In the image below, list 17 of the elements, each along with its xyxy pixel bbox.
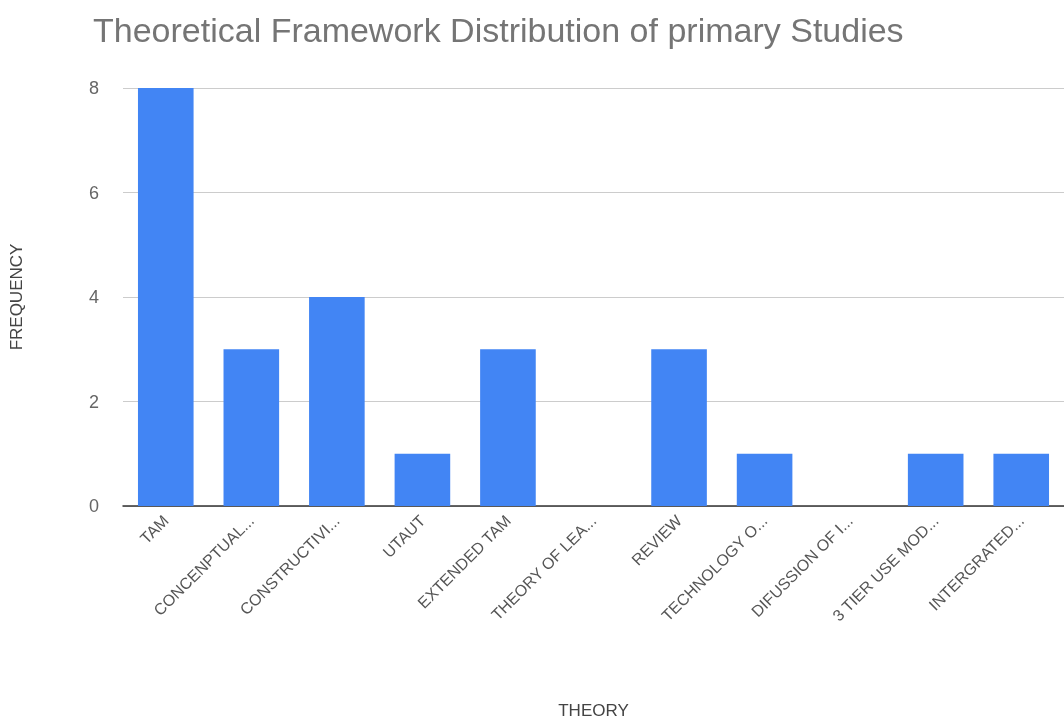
bar — [480, 349, 536, 506]
bar — [137, 88, 194, 506]
y-tick-label: 4 — [88, 287, 99, 307]
bar — [394, 453, 451, 506]
bar — [993, 453, 1050, 506]
bar — [736, 453, 793, 506]
y-axis-title: FREQUENCY — [7, 243, 26, 351]
bar — [907, 453, 964, 506]
bar — [651, 349, 707, 506]
y-tick-label: 0 — [88, 496, 99, 516]
y-tick-label: 8 — [88, 78, 99, 98]
bar — [309, 297, 365, 506]
x-axis-title: THEORY — [558, 701, 629, 720]
chart-title: Theoretical Framework Distribution of primary Studies — [93, 11, 904, 49]
bar — [223, 349, 280, 506]
y-tick-label: 2 — [88, 391, 99, 412]
y-tick-label: 6 — [88, 182, 99, 203]
